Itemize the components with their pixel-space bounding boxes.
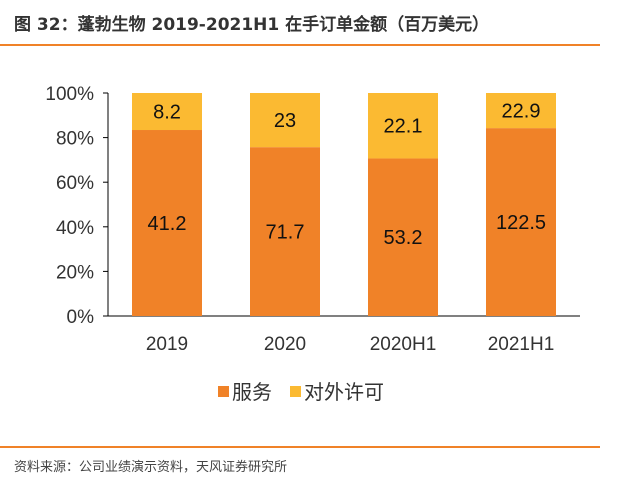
bar-segment	[250, 147, 320, 316]
bar-segment	[486, 128, 556, 316]
y-tick-label: 40%	[56, 218, 94, 239]
y-tick-label: 20%	[56, 262, 94, 283]
bar-segment	[132, 130, 202, 316]
data-label: 41.2	[148, 213, 187, 235]
data-label: 71.7	[266, 222, 305, 244]
figure-title: 图 32：蓬勃生物 2019-2021H1 在手订单金额（百万美元）	[14, 15, 490, 35]
data-label: 8.2	[153, 102, 181, 124]
source-note: 资料来源：公司业绩演示资料，天风证券研究所	[14, 460, 288, 475]
source-divider	[0, 446, 600, 448]
data-label: 22.9	[502, 101, 541, 123]
bar-segment	[250, 93, 320, 148]
x-tick-label: 2020	[264, 334, 306, 355]
bar-segment	[368, 93, 438, 159]
legend-label: 服务	[232, 381, 272, 404]
bar-segment	[132, 93, 202, 131]
legend-swatch	[290, 386, 301, 397]
x-tick-label: 2021H1	[488, 334, 555, 355]
y-tick-label: 80%	[56, 129, 94, 150]
data-label: 23	[274, 110, 296, 132]
title-divider	[0, 44, 600, 46]
legend-label: 对外许可	[304, 381, 384, 404]
y-tick-label: 0%	[67, 307, 95, 328]
bar-segment	[368, 158, 438, 316]
bar-segment	[486, 93, 556, 129]
data-label: 22.1	[384, 116, 423, 138]
x-tick-label: 2020H1	[370, 334, 437, 355]
y-tick-label: 60%	[56, 173, 94, 194]
data-label: 122.5	[496, 212, 546, 234]
data-label: 53.2	[384, 227, 423, 249]
legend-swatch	[218, 386, 229, 397]
x-tick-label: 2019	[146, 334, 188, 355]
y-tick-label: 100%	[45, 84, 94, 105]
